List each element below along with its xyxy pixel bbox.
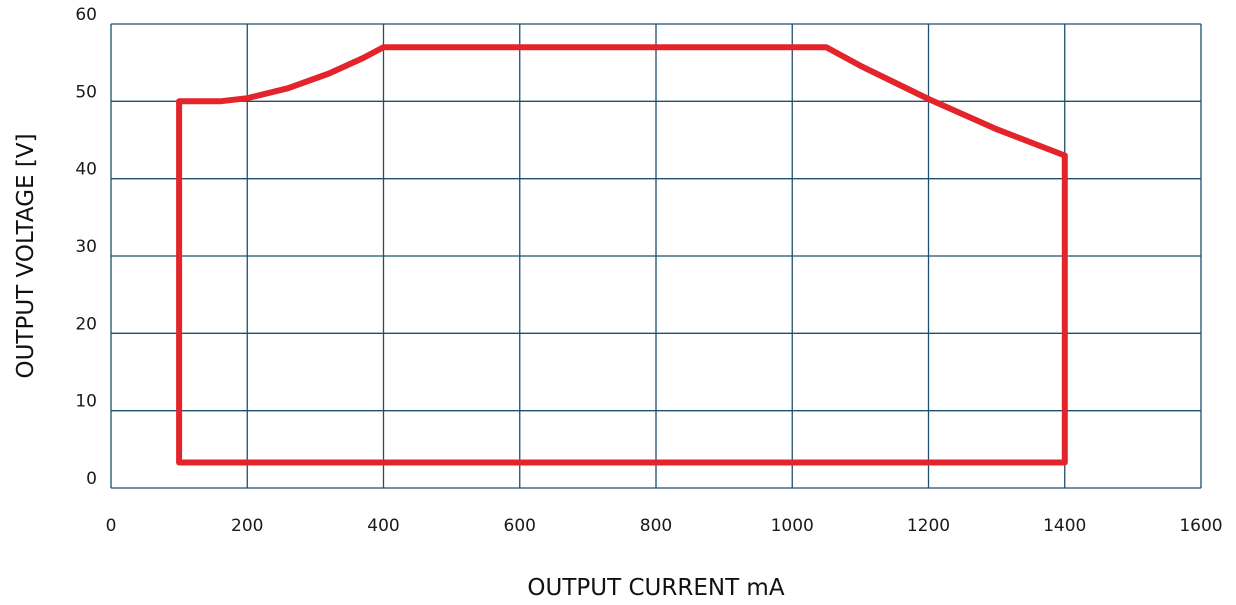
x-tick-label: 1400 <box>1043 516 1086 536</box>
y-tick-label: 50 <box>75 82 97 102</box>
x-tick-label: 200 <box>231 516 263 536</box>
tick-labels: 0 200 400 600 800 1000 1200 1400 1600 0 10 20 30 40 50… <box>75 5 1222 536</box>
x-tick-label: 1600 <box>1179 516 1222 536</box>
y-axis-title: OUTPUT VOLTAGE [V] <box>13 133 39 378</box>
y-tick-label: 10 <box>75 392 97 412</box>
grid <box>110 23 1202 489</box>
x-tick-label: 1200 <box>907 516 950 536</box>
y-tick-label: 0 <box>86 469 97 489</box>
x-tick-label: 1000 <box>771 516 814 536</box>
y-tick-label: 40 <box>75 160 97 180</box>
series-layer <box>176 44 1068 466</box>
y-tick-label: 20 <box>75 314 97 334</box>
series-line <box>176 44 1068 466</box>
x-tick-label: 800 <box>640 516 672 536</box>
x-tick-label: 600 <box>504 516 536 536</box>
x-tick-label: 0 <box>106 516 117 536</box>
x-tick-label: 400 <box>367 516 399 536</box>
y-tick-label: 30 <box>75 237 97 257</box>
y-tick-label: 60 <box>75 5 97 25</box>
x-axis-title: OUTPUT CURRENT mA <box>527 575 784 601</box>
